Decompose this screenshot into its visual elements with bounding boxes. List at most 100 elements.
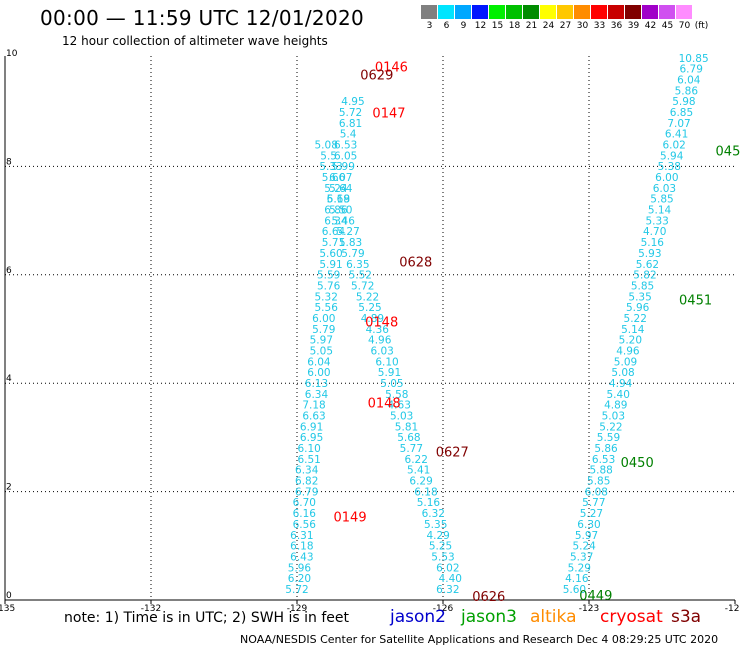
wave-height-value: 5.33 [645, 215, 668, 227]
wave-height-value: 5.53 [431, 551, 454, 563]
wave-height-value: 5.77 [400, 443, 423, 455]
wave-height-value: 4.63 [388, 400, 411, 412]
satellite-cryosat: cryosat [600, 607, 663, 627]
pass-label: 0450 [621, 456, 654, 471]
wave-height-value: 6.18 [327, 194, 350, 206]
wave-height-value: 6.00 [307, 367, 330, 379]
satellite-jason3: jason3 [461, 607, 517, 627]
pass-label: 0627 [436, 445, 469, 460]
wave-height-value: 6.13 [305, 378, 328, 390]
wave-height-value: 5.79 [312, 324, 335, 336]
y-tick-label: 4 [6, 374, 12, 384]
wave-height-value: 5.68 [397, 432, 420, 444]
wave-height-value: 4.94 [609, 378, 633, 390]
color-scale-legend: 3 6 9 12 15 18 21 24 27 30 33 36 39 42 45 70 (ft) [421, 5, 710, 35]
wave-height-value: 4.96 [616, 345, 640, 357]
wave-height-value: 6.56 [293, 519, 317, 531]
legend-swatch [506, 5, 523, 19]
wave-height-value: 6.95 [300, 432, 323, 444]
wave-height-value: 6.32 [422, 508, 445, 520]
legend-label: 6 [443, 21, 450, 31]
pass-label: 0629 [360, 69, 393, 84]
legend-swatches [421, 5, 710, 19]
wave-height-value: 5.40 [607, 389, 630, 401]
y-tick-label: 8 [6, 157, 12, 167]
wave-height-value: 5.58 [385, 389, 408, 401]
wave-height-value: 5.46 [332, 215, 356, 227]
chart-subtitle: 12 hour collection of altimeter wave hei… [62, 34, 328, 48]
wave-height-value: 6.29 [409, 476, 432, 488]
wave-height-value: 5.29 [568, 562, 591, 574]
wave-height-value: 4.16 [565, 573, 589, 585]
chart-title: 00:00 — 11:59 UTC 12/01/2020 [40, 6, 365, 30]
wave-height-value: 5.91 [378, 367, 401, 379]
wave-height-value: 4.29 [426, 530, 449, 542]
wave-height-value: 4.70 [643, 226, 666, 238]
wave-height-value: 5.88 [589, 465, 612, 477]
wave-height-value: 6.34 [324, 215, 348, 227]
wave-height-value: 5.27 [336, 226, 359, 238]
wave-height-value: 5.08 [315, 140, 338, 152]
wave-height-value: 5.93 [638, 248, 661, 260]
pass-label: 0148 [368, 397, 401, 412]
wave-height-value: 5.59 [317, 270, 340, 282]
wave-height-value: 6.08 [585, 486, 608, 498]
wave-height-value: 6.00 [312, 313, 335, 325]
wave-height-value: 6.31 [290, 530, 313, 542]
wave-height-value: 7.18 [302, 400, 325, 412]
pass-label: 0449 [579, 589, 612, 604]
wave-height-value: 6.35 [346, 259, 369, 271]
wave-height-value: 5.96 [288, 562, 312, 574]
wave-height-value: 6.18 [290, 541, 313, 553]
legend-label: 9 [460, 21, 467, 31]
wave-height-value: 6.81 [339, 118, 362, 130]
wave-height-value: 5.60 [319, 248, 342, 260]
pass-label: 045 [716, 145, 740, 160]
wave-height-value: 6.10 [375, 356, 398, 368]
wave-height-value: 6.64 [322, 226, 346, 238]
wave-height-value: 5.25 [358, 302, 381, 314]
wave-height-value: 5.99 [332, 161, 355, 173]
legend-swatch [489, 5, 506, 19]
pass-label: 0148 [365, 315, 398, 330]
wave-height-value: 6.85 [670, 107, 693, 119]
wave-height-value: 6.02 [662, 140, 685, 152]
wave-height-value: 5.22 [599, 421, 622, 433]
legend-label: 27 [559, 21, 572, 31]
wave-height-value: 5.66 [322, 172, 346, 184]
wave-height-value: 5.77 [582, 497, 605, 509]
wave-height-value: 4.89 [361, 313, 384, 325]
wave-height-value: 5.56 [315, 302, 339, 314]
wave-height-value: 5.85 [631, 280, 654, 292]
legend-label: 36 [610, 21, 623, 31]
wave-height-value: 5.76 [317, 280, 341, 292]
y-tick-label: 6 [6, 266, 12, 276]
wave-height-value: 6.79 [680, 64, 703, 76]
wave-height-value: 5.79 [341, 248, 364, 260]
legend-swatch [557, 5, 574, 19]
wave-height-value: 5.24 [572, 541, 596, 553]
wave-height-value: 5.27 [580, 508, 603, 520]
wave-height-value: 6.91 [300, 421, 323, 433]
wave-height-value: 6.43 [290, 551, 313, 563]
legend-swatch [472, 5, 489, 19]
legend-swatch [625, 5, 642, 19]
wave-height-value: 10.85 [679, 53, 709, 65]
legend-label: 70 [678, 21, 691, 31]
wave-height-value: 5.59 [597, 432, 620, 444]
legend-label: 45 [661, 21, 674, 31]
wave-height-value: 5.05 [310, 345, 333, 357]
wave-height-value: 5.20 [619, 335, 642, 347]
wave-height-value: 6.07 [329, 172, 352, 184]
wave-height-value: 5.35 [628, 291, 651, 303]
legend-label: 24 [542, 21, 555, 31]
wave-height-value: 5.35 [424, 519, 447, 531]
wave-height-value: 5.14 [648, 205, 672, 217]
wave-height-value: 6.34 [305, 389, 329, 401]
wave-height-value: 5.4 [340, 129, 357, 141]
wave-height-value: 6.34 [295, 465, 319, 477]
wave-height-value: 5.22 [356, 291, 379, 303]
wave-height-value: 5.38 [658, 161, 681, 173]
wave-height-value: 5.41 [407, 465, 430, 477]
